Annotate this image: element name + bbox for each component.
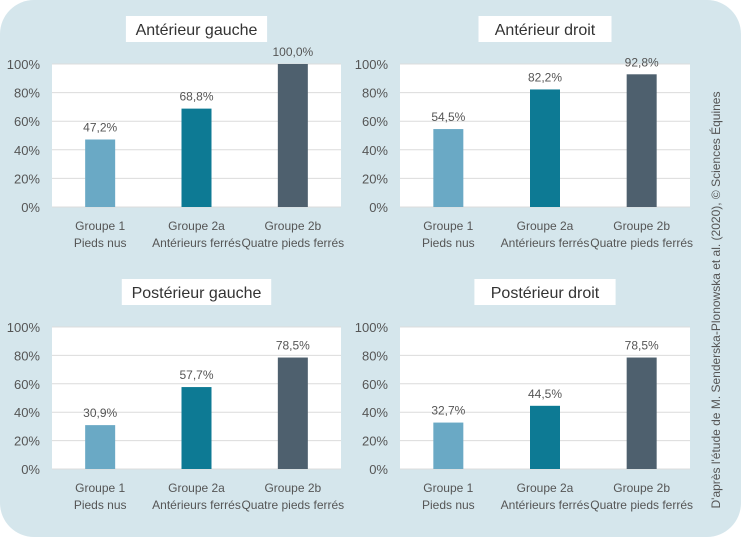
data-label: 47,2%: [83, 121, 117, 135]
bar: [85, 425, 116, 469]
y-tick-label: 20%: [14, 434, 40, 449]
y-tick-label: 40%: [362, 143, 388, 158]
x-tick-label: Groupe 2b: [264, 219, 321, 233]
y-tick-label: 80%: [362, 348, 388, 363]
title-box: [121, 279, 272, 305]
data-label: 78,5%: [276, 339, 310, 353]
y-tick-label: 40%: [362, 405, 388, 420]
data-label: 30,9%: [83, 406, 117, 420]
x-tick-label: Quatre pieds ferrés: [241, 498, 344, 512]
y-tick-label: 20%: [362, 171, 388, 186]
x-tick-label: Groupe 2a: [517, 219, 574, 233]
x-tick-label: Groupe 2b: [613, 219, 670, 233]
y-tick-label: 0%: [21, 200, 40, 215]
x-tick-label: Antérieurs ferrés: [152, 498, 241, 512]
y-tick-label: 100%: [355, 57, 389, 72]
chart-4: 0% 20% 40% 60% 80% 100% Postérieur droit 32,7% G…: [355, 279, 693, 512]
x-tick-label: Pieds nus: [422, 236, 475, 250]
y-tick-label: 100%: [355, 320, 389, 335]
bar: [85, 139, 116, 207]
data-label: 100,0%: [272, 45, 313, 59]
x-tick-label: Groupe 1: [423, 481, 473, 495]
chart-title: Antérieur droit: [495, 22, 596, 39]
x-tick-label: Antérieurs ferrés: [152, 236, 241, 250]
x-tick-label: Quatre pieds ferrés: [590, 236, 693, 250]
data-label: 82,2%: [528, 70, 562, 84]
data-label: 57,7%: [179, 368, 213, 382]
bar: [433, 422, 464, 469]
title-box: [474, 279, 616, 305]
y-tick-label: 20%: [362, 434, 388, 449]
title-box: [478, 16, 612, 42]
y-tick-label: 40%: [14, 405, 40, 420]
y-tick-label: 60%: [14, 114, 40, 129]
x-tick-label: Groupe 2a: [168, 481, 225, 495]
y-tick-label: 0%: [21, 462, 40, 477]
bar: [181, 387, 212, 469]
chart-title: Postérieur droit: [491, 285, 600, 302]
x-tick-label: Groupe 1: [423, 219, 473, 233]
bar: [181, 108, 212, 207]
x-tick-label: Groupe 1: [75, 219, 125, 233]
y-tick-label: 100%: [7, 57, 41, 72]
data-label: 78,5%: [625, 339, 659, 353]
y-tick-label: 40%: [14, 143, 40, 158]
y-tick-label: 80%: [14, 86, 40, 101]
x-tick-label: Groupe 2a: [517, 481, 574, 495]
bar: [433, 129, 464, 207]
y-tick-label: 100%: [7, 320, 41, 335]
bar: [530, 405, 560, 469]
y-tick-label: 60%: [362, 377, 388, 392]
x-tick-label: Pieds nus: [74, 236, 127, 250]
x-tick-label: Pieds nus: [74, 498, 127, 512]
bar: [626, 74, 657, 208]
chart-3: 0% 20% 40% 60% 80% 100% Postérieur gauche 30,9%…: [7, 279, 344, 512]
y-tick-label: 20%: [14, 171, 40, 186]
x-tick-label: Quatre pieds ferrés: [590, 498, 693, 512]
data-label: 68,8%: [179, 90, 213, 104]
x-tick-label: Groupe 2b: [264, 481, 321, 495]
y-tick-label: 60%: [14, 377, 40, 392]
data-label: 92,8%: [625, 55, 659, 69]
y-tick-label: 80%: [14, 348, 40, 363]
data-label: 32,7%: [431, 404, 465, 418]
x-tick-label: Pieds nus: [422, 498, 475, 512]
data-label: 54,5%: [431, 110, 465, 124]
y-tick-label: 60%: [362, 114, 388, 129]
chart-title: Antérieur gauche: [136, 22, 258, 39]
bar: [277, 357, 308, 469]
y-tick-label: 80%: [362, 86, 388, 101]
chart-2: 0% 20% 40% 60% 80% 100% Antérieur droit 54,5% Gr…: [355, 16, 693, 250]
x-tick-label: Quatre pieds ferrés: [241, 236, 344, 250]
x-tick-label: Groupe 1: [75, 481, 125, 495]
chart-title: Postérieur gauche: [132, 285, 262, 302]
data-label: 44,5%: [528, 387, 562, 401]
chart-1: 0% 20% 40% 60% 80% 100% Antérieur gauche 47,2% G…: [7, 16, 344, 250]
x-tick-label: Antérieurs ferrés: [501, 498, 590, 512]
x-tick-label: Groupe 2a: [168, 219, 225, 233]
y-tick-label: 0%: [369, 462, 388, 477]
x-tick-label: Groupe 2b: [613, 481, 670, 495]
credit-text: D'après l'étude de M. Senderska-Plonowsk…: [709, 91, 723, 509]
x-tick-label: Antérieurs ferrés: [501, 236, 590, 250]
bar: [530, 89, 560, 207]
title-box: [125, 16, 268, 42]
bar: [626, 357, 657, 469]
y-tick-label: 0%: [369, 200, 388, 215]
bar: [277, 64, 308, 207]
